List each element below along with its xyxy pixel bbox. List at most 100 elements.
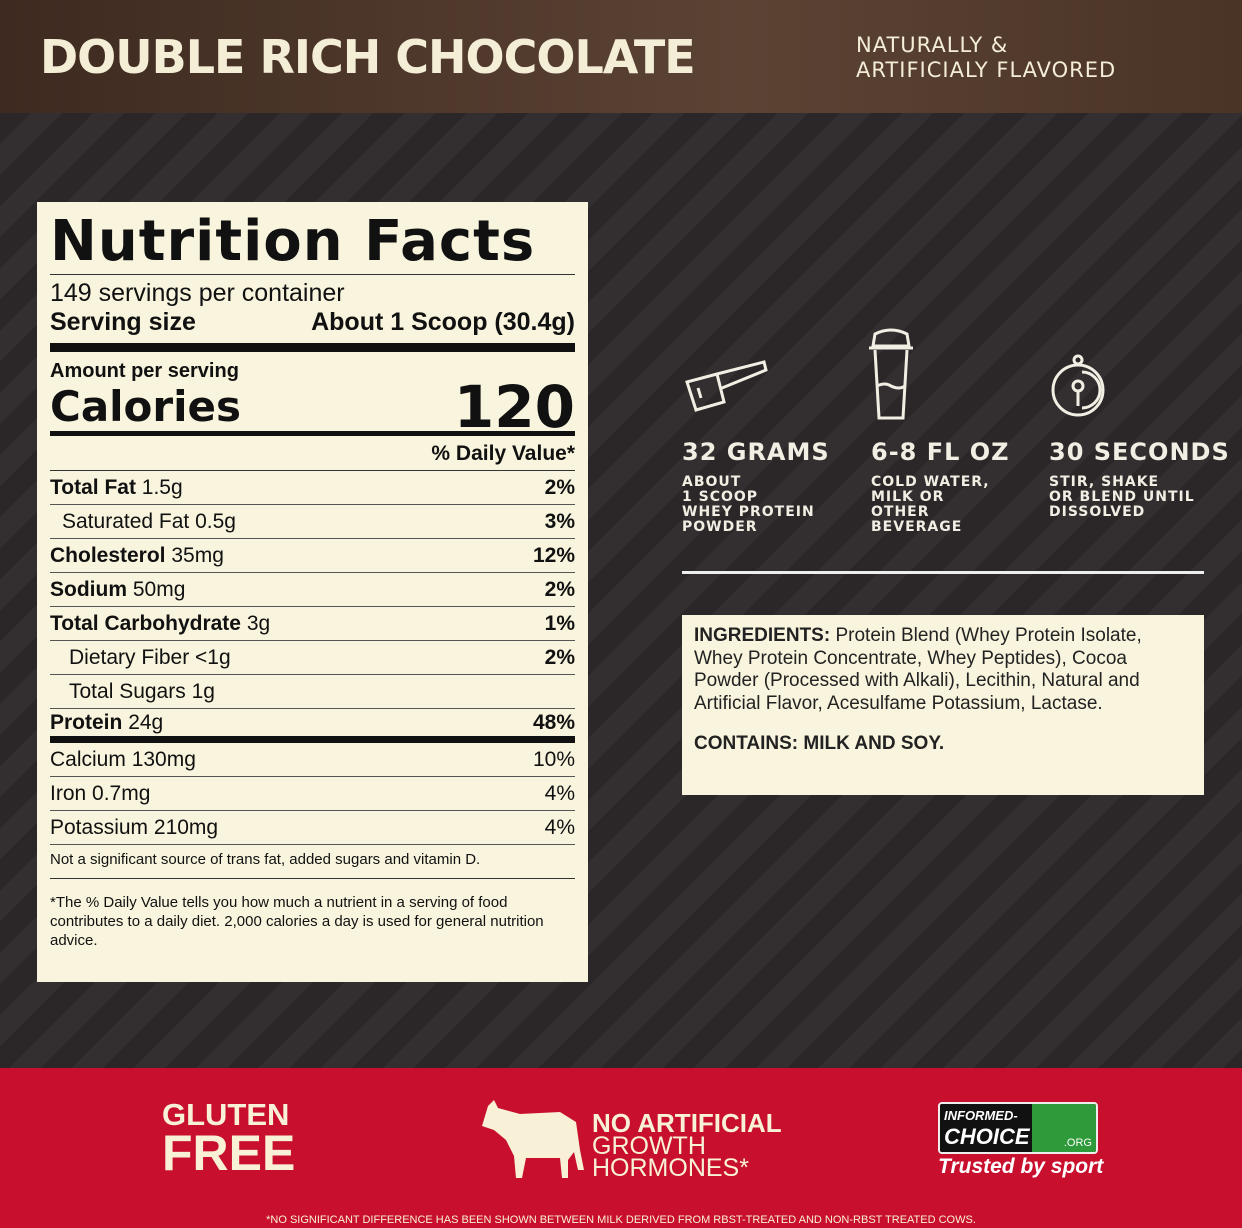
step-line: POWDER <box>682 519 758 535</box>
nutrition-facts-panel: Nutrition Facts 149 servings per contain… <box>37 202 588 982</box>
nutrient-row: Potassium 210mg 4% <box>50 811 575 845</box>
step-line: STIR, SHAKE <box>1049 474 1160 490</box>
divider <box>682 571 1204 574</box>
gluten-text: GLUTEN <box>162 1097 290 1132</box>
nutrition-footnote: *The % Daily Value tells you how much a … <box>50 894 544 949</box>
nutrient-daily-value: 10% <box>532 747 575 771</box>
nutrient-row: Sodium 50mg 2% <box>50 573 575 607</box>
shaker-icon <box>869 328 913 420</box>
nutrient-row: Calcium 130mg 10% <box>50 743 575 777</box>
nutrient-label: Iron 0.7mg <box>50 782 150 806</box>
step-description: COLD WATER, MILK OR OTHER BEVERAGE <box>871 475 1010 535</box>
disclaimer: *NO SIGNIFICANT DIFFERENCE HAS BEEN SHOW… <box>266 1214 976 1226</box>
nutrient-daily-value: 48% <box>532 710 575 734</box>
flavor-note-line: NATURALLY & <box>856 33 1009 57</box>
step-line: ABOUT <box>682 474 742 490</box>
nutrient-row: Total Fat 1.5g 2% <box>50 471 575 505</box>
nutrient-amount: 0.5g <box>195 509 236 533</box>
nutrient-label: Calcium 130mg <box>50 748 196 772</box>
amount-per-serving: Amount per serving <box>50 360 239 382</box>
header-band: DOUBLE RICH CHOCOLATE NATURALLY & ARTIFIC… <box>0 0 1242 113</box>
nutrient-amount: <1g <box>195 645 231 669</box>
nutrient-amount: 0.7mg <box>92 781 151 805</box>
nutrition-note: Not a significant source of trans fat, a… <box>50 845 575 879</box>
flavor-title: DOUBLE RICH CHOCOLATE <box>40 30 696 84</box>
calories-label: Calories <box>50 382 242 431</box>
nutrient-label: Total Fat 1.5g <box>50 476 183 500</box>
free-text: FREE <box>162 1125 296 1181</box>
nutrient-row: Dietary Fiber <1g 2% <box>50 641 575 675</box>
nutrient-label: Dietary Fiber <1g <box>69 646 231 670</box>
nutrient-name: Saturated Fat <box>62 509 190 533</box>
nutrient-name: Total Fat <box>50 475 136 499</box>
nutrient-row: Iron 0.7mg 4% <box>50 777 575 811</box>
nutrient-name: Protein <box>50 710 123 734</box>
nutrient-label: Sodium 50mg <box>50 578 185 602</box>
nutrient-row: Saturated Fat 0.5g 3% <box>50 505 575 539</box>
nutrient-label: Saturated Fat 0.5g <box>62 510 236 534</box>
nutrient-amount: 50mg <box>132 577 186 601</box>
serving-size-label: Serving size <box>50 308 196 336</box>
nutrient-amount: 1.5g <box>141 475 183 499</box>
logo-text: .ORG <box>1063 1137 1092 1149</box>
ingredients-label: INGREDIENTS: <box>694 625 831 646</box>
hormones-line: NO ARTIFICIAL <box>592 1108 782 1138</box>
step-line: OR BLEND UNTIL <box>1049 489 1195 505</box>
hormones-line: HORMONES* <box>592 1154 749 1182</box>
nutrient-amount: 24g <box>128 710 164 734</box>
nutrient-row: Total Sugars 1g <box>50 675 575 709</box>
nutrient-label: Potassium 210mg <box>50 816 218 840</box>
flavor-note: NATURALLY & ARTIFICIALY FLAVORED <box>856 33 1116 83</box>
step-heading: 32 GRAMS <box>682 438 830 466</box>
prep-step: 32 GRAMS ABOUT 1 SCOOP WHEY PROTEIN POWDER <box>682 438 830 535</box>
prep-step: 6-8 FL OZ COLD WATER, MILK OR OTHER BEVERAGE <box>871 438 1010 535</box>
timer-icon <box>1051 354 1105 417</box>
step-line: 1 SCOOP <box>682 489 759 505</box>
step-description: STIR, SHAKE OR BLEND UNTIL DISSOLVED <box>1049 475 1230 520</box>
nutrient-label: Total Carbohydrate 3g <box>50 612 270 636</box>
nutrient-daily-value: 2% <box>544 475 575 499</box>
badges-band: GLUTEN FREE NO ARTIFICIAL GROWTH HORMONES* … <box>0 1068 1242 1228</box>
nutrient-name: Cholesterol <box>50 543 166 567</box>
nutrition-title: Nutrition Facts <box>50 210 575 275</box>
nutrient-name: Iron <box>50 781 87 805</box>
informed-choice-logo: INFORMED- CHOICE .ORG Trusted by sport <box>938 1102 1103 1179</box>
nutrient-amount: 130mg <box>131 747 196 771</box>
step-line: DISSOLVED <box>1049 504 1146 520</box>
prep-step: 30 SECONDS STIR, SHAKE OR BLEND UNTIL DISSO… <box>1049 438 1230 520</box>
hormones-line: GROWTH <box>592 1132 706 1160</box>
ingredients-box: INGREDIENTS: Protein Blend (Whey Protein… <box>682 615 1204 795</box>
nutrient-label: Cholesterol 35mg <box>50 544 224 568</box>
allergen-statement: CONTAINS: MILK AND SOY. <box>694 733 945 754</box>
nutrient-name: Total Sugars <box>69 679 186 703</box>
step-line: WHEY PROTEIN <box>682 504 815 520</box>
nutrient-label: Protein 24g <box>50 711 163 735</box>
nutrient-daily-value: 2% <box>544 645 575 669</box>
nutrient-daily-value: 4% <box>544 815 575 839</box>
gluten-free-badge: GLUTEN FREE <box>162 1097 296 1181</box>
ingredients-text: INGREDIENTS: Protein Blend (Whey Protein… <box>694 625 1192 715</box>
nutrient-row: Protein 24g 48% <box>50 709 575 743</box>
nutrient-label: Total Sugars 1g <box>69 680 215 704</box>
scoop-icon <box>685 360 768 412</box>
serving-size-value: About 1 Scoop (30.4g) <box>311 308 575 336</box>
daily-value-header: % Daily Value* <box>50 436 575 471</box>
serving-size: Serving size About 1 Scoop (30.4g) <box>50 308 575 352</box>
calories-row: Calories 120 <box>50 378 575 436</box>
nutrient-row: Total Carbohydrate 3g 1% <box>50 607 575 641</box>
step-description: ABOUT 1 SCOOP WHEY PROTEIN POWDER <box>682 475 830 535</box>
nutrient-daily-value: 4% <box>544 781 575 805</box>
nutrient-name: Sodium <box>50 577 127 601</box>
step-line: COLD WATER, <box>871 474 990 490</box>
nutrient-daily-value: 1% <box>544 611 575 635</box>
nutrient-name: Calcium <box>50 747 126 771</box>
nutrient-name: Potassium <box>50 815 149 839</box>
flavor-note-line: ARTIFICIALY FLAVORED <box>856 58 1117 82</box>
step-line: BEVERAGE <box>871 519 963 535</box>
nutrient-daily-value: 12% <box>532 543 575 567</box>
nutrient-amount: 35mg <box>171 543 224 567</box>
nutrient-amount: 3g <box>246 611 271 635</box>
step-line: OTHER <box>871 504 930 520</box>
logo-text: CHOICE <box>944 1124 1030 1149</box>
step-heading: 30 SECONDS <box>1049 438 1230 466</box>
